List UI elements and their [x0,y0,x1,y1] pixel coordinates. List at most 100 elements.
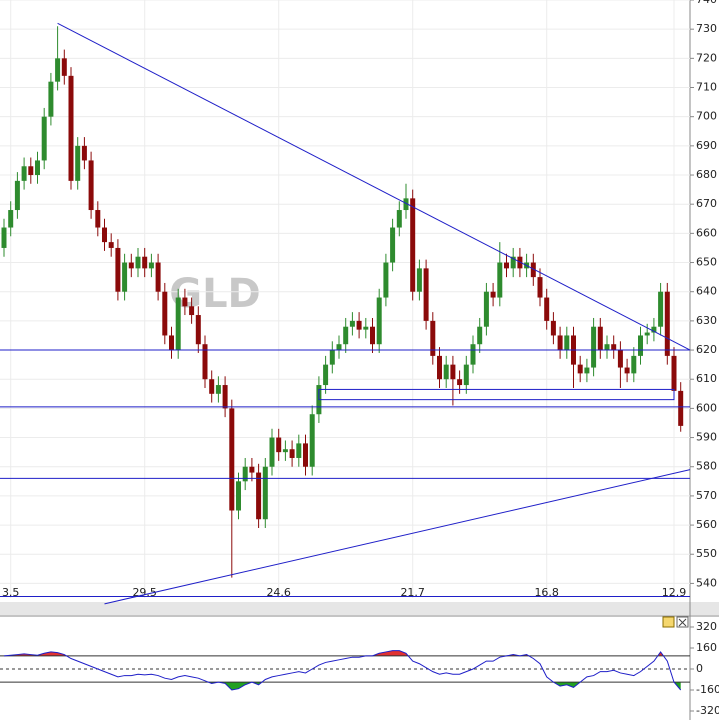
candle-body [644,332,650,336]
candle-body [416,268,422,292]
candle-body [537,277,543,298]
candle-body [28,166,34,176]
y-tick-label: 0 [696,662,703,675]
candle-body [169,335,174,351]
candle-body [624,367,630,374]
candle-body [564,335,570,351]
candle-body [390,227,396,263]
candle-body [155,262,161,292]
y-tick-label: 710 [696,81,717,94]
candle-body [14,180,20,211]
candle-body [617,350,623,368]
candle-body [591,326,597,368]
trend-line [57,22,691,351]
candle-body [343,326,349,345]
y-tick-label: 320 [696,620,717,633]
candle-body [142,256,148,269]
candle-body [423,268,429,321]
candle-body [450,364,456,380]
x-tick-label: 16.8 [534,586,559,599]
y-tick-label: 740 [696,0,717,6]
candle-body [497,262,503,298]
candle-body [664,291,670,356]
candle-body [356,320,362,330]
candle-body [182,297,188,307]
candle-body [236,481,241,511]
candle-body [61,58,67,76]
y-tick-label: 700 [696,110,717,123]
candle-body [544,297,550,321]
candle-body [8,210,14,228]
candle-body [658,291,664,327]
candle-body [403,198,409,211]
candle-body [135,256,141,269]
y-tick-label: 160 [696,641,717,654]
y-tick-label: -320 [696,704,719,717]
candle-body [383,262,389,298]
watermark: GLD [169,271,261,317]
candle-body [195,315,201,345]
x-tick-label: 3.5 [2,586,20,599]
candle-body [430,320,436,356]
candle-body [242,466,248,482]
candle-body [81,145,87,161]
candle-body [309,414,315,467]
candle-body [577,364,583,374]
candle-body [282,449,288,453]
candle-body [128,262,134,269]
candle-body [349,320,355,327]
candle-body [162,291,168,336]
y-tick-label: 660 [696,226,717,239]
candle-body [370,326,375,345]
candle-body [209,379,215,394]
candle-body [510,256,516,269]
candle-body [75,145,81,181]
overbought-fill [4,650,681,656]
y-tick-label: 630 [696,314,717,327]
y-tick-label: 560 [696,518,717,531]
x-tick-label: 12.9 [662,586,687,599]
candle-body [457,379,463,386]
maximize-button[interactable] [662,616,675,628]
candle-body [249,466,255,473]
candle-body [95,210,101,228]
candle-body [329,350,335,365]
candle-body [631,355,637,374]
y-tick-label: 690 [696,139,717,152]
candle-body [215,385,221,394]
y-tick-label: 640 [696,285,717,298]
x-tick-label: 24.6 [266,586,291,599]
candle-body [269,437,275,467]
candle-body [108,242,114,248]
candle-body [148,262,154,269]
range-box [318,388,675,401]
y-tick-label: 580 [696,460,717,473]
candle-body [651,326,657,333]
candle-body [437,355,442,380]
candle-body [35,160,40,176]
candle-body [262,466,268,520]
candle-body [584,367,590,374]
candle-body [296,443,302,458]
y-tick-label: 540 [696,576,717,589]
candle-body [504,262,509,269]
candle-body [483,291,489,327]
y-tick-label: 730 [696,22,717,35]
candle-body [256,472,262,520]
candle-body [229,408,235,511]
y-tick-label: 620 [696,343,717,356]
candle-body [557,335,563,351]
candle-body [443,364,449,380]
candle-body [376,297,382,345]
candle-body [463,364,469,386]
y-tick-label: 570 [696,489,717,502]
candle-body [189,306,195,316]
candle-body [41,116,47,161]
close-icon [678,618,687,627]
candle-body [202,344,208,380]
candle-body [323,364,329,386]
candle-body [88,160,94,211]
candle-body [276,437,282,453]
candle-body [470,344,476,365]
